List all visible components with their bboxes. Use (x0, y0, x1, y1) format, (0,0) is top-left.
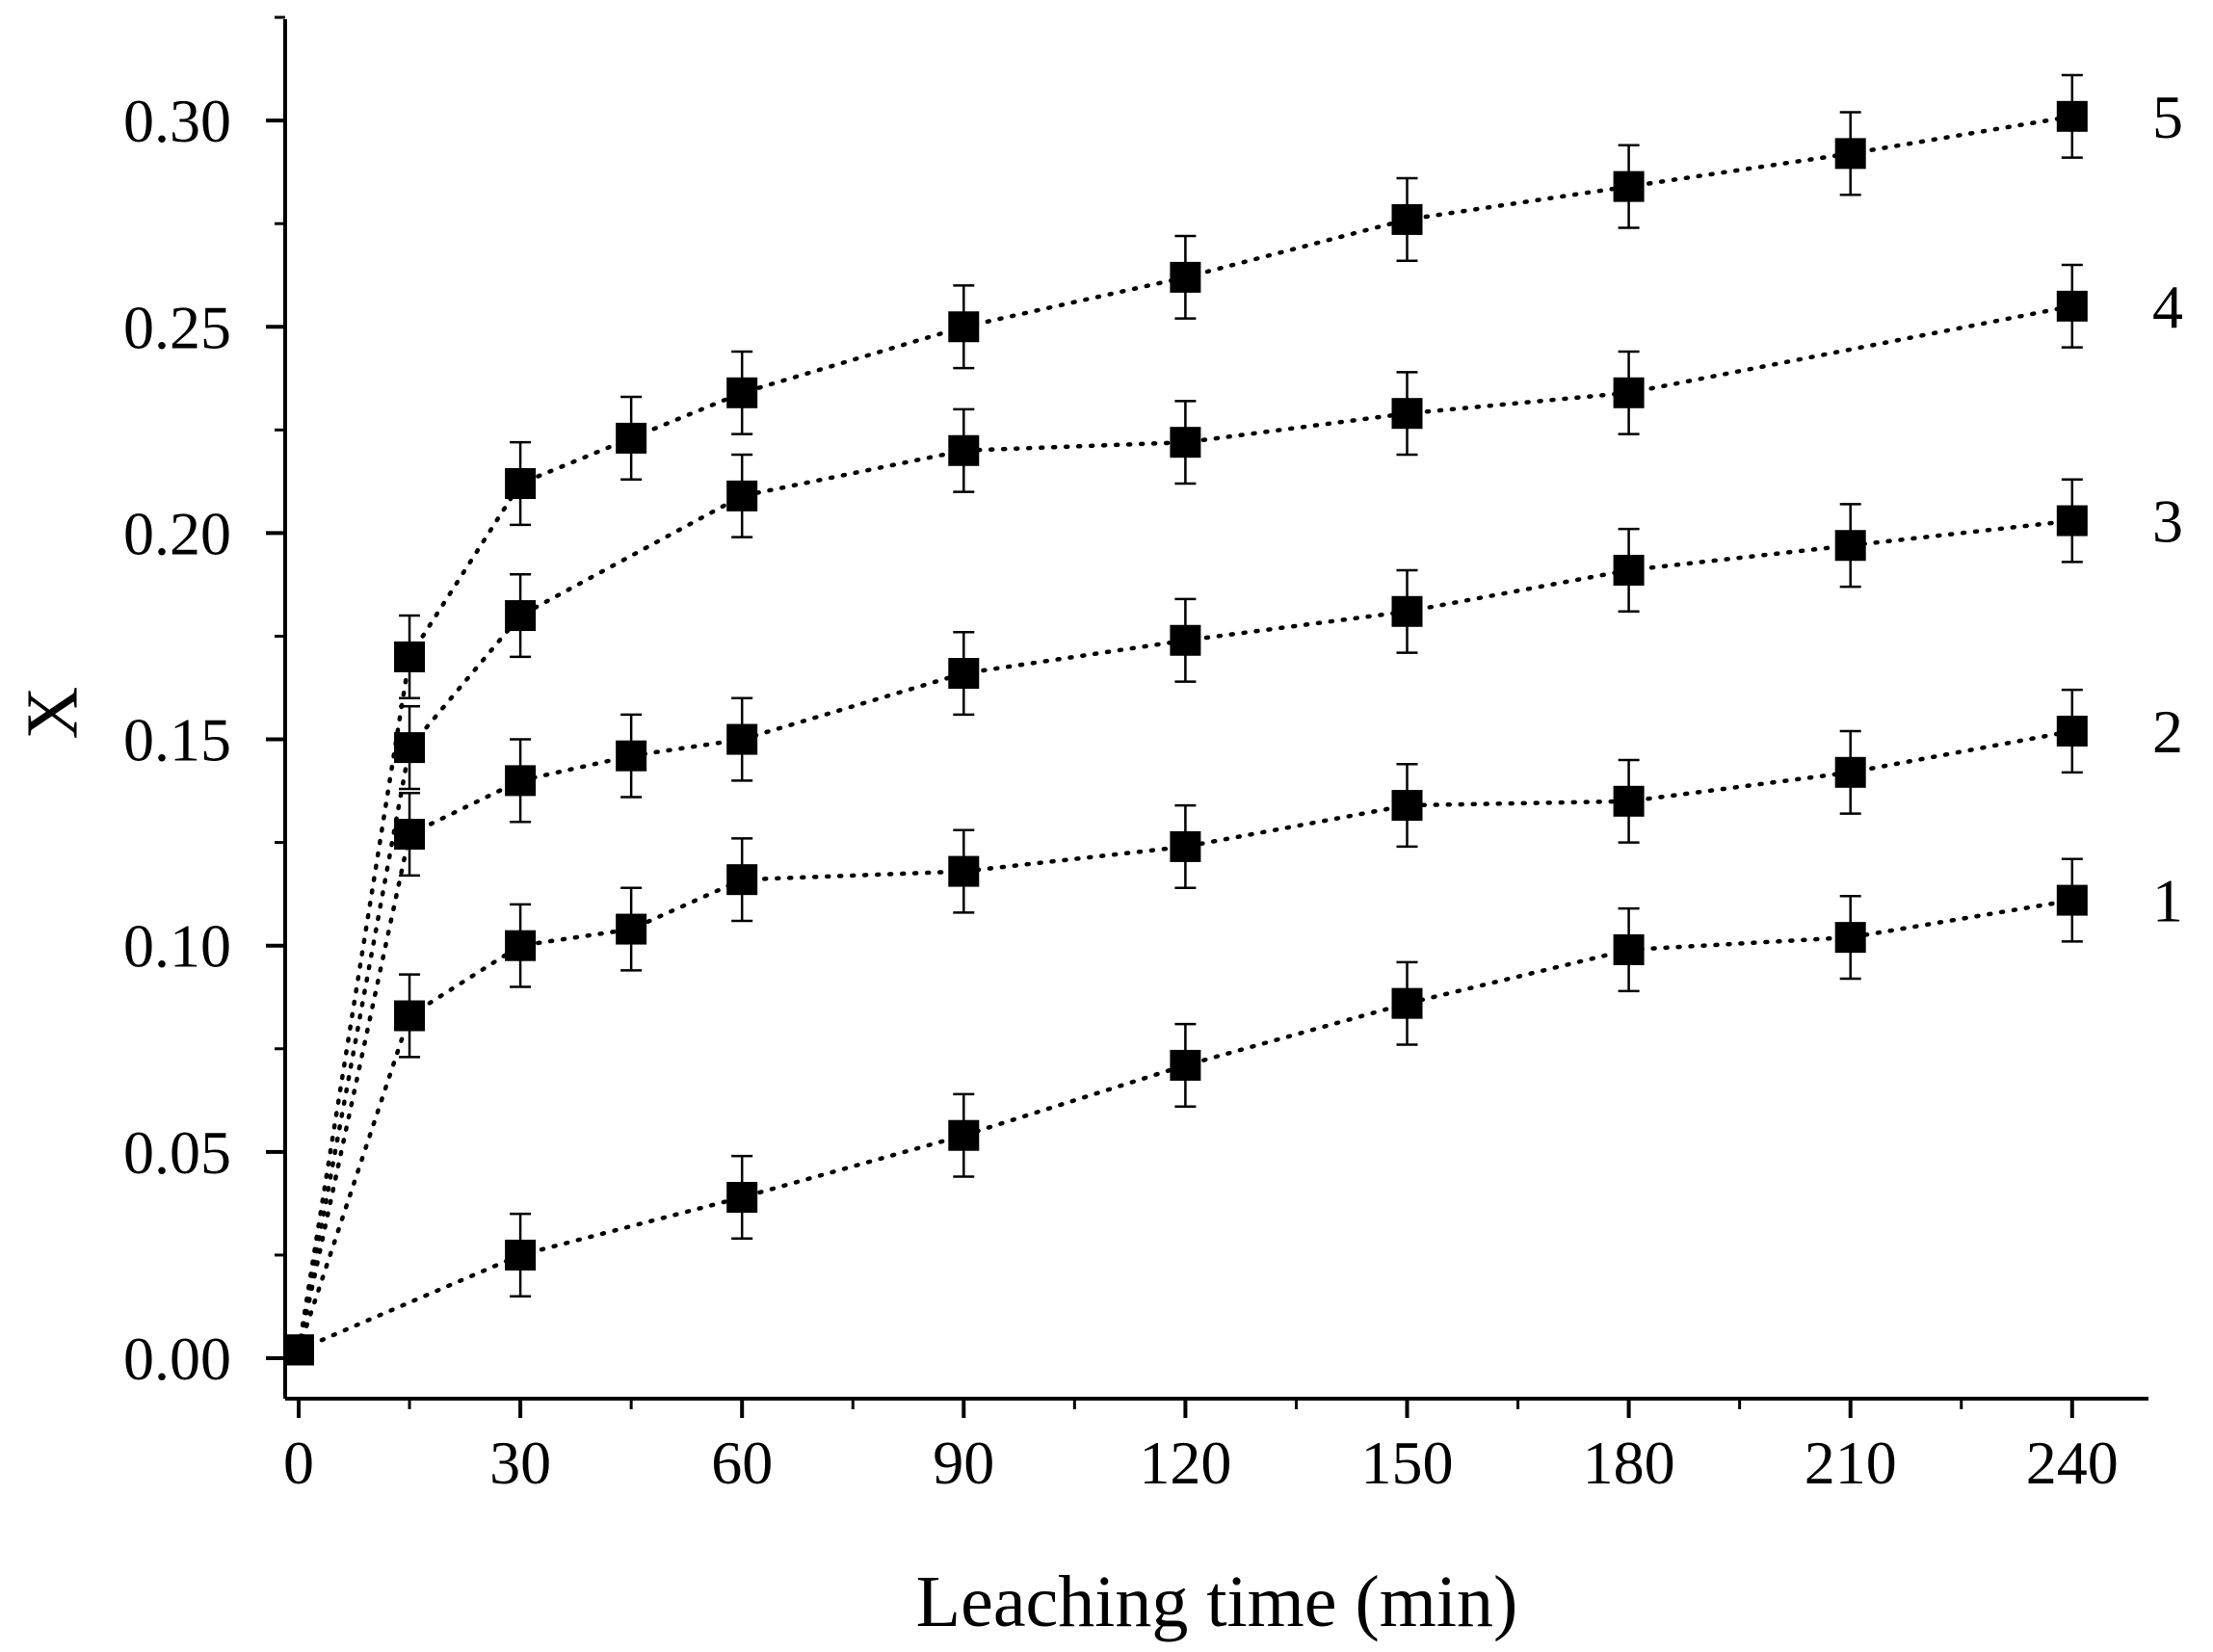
data-point-series-4 (1170, 427, 1201, 459)
x-tick-label: 210 (1805, 1429, 1897, 1497)
data-point-series-4 (948, 434, 980, 466)
data-point-series-2 (1834, 756, 1866, 788)
data-point-series-4 (505, 600, 537, 632)
axes (283, 19, 2148, 1401)
x-tick-label: 30 (489, 1429, 551, 1497)
data-point-series-1 (1170, 1049, 1201, 1081)
data-point-series-1 (2056, 884, 2088, 916)
y-tick-label: 0.20 (123, 499, 231, 567)
y-axis-title: X (12, 687, 92, 740)
data-point-series-1 (505, 1239, 537, 1271)
data-point-series-3 (948, 658, 980, 690)
data-point-series-3 (1834, 530, 1866, 562)
data-point-series-5 (1834, 138, 1866, 170)
data-point-series-1 (1613, 933, 1645, 965)
data-point-series-3 (2056, 505, 2088, 537)
data-point-series-1 (726, 1181, 758, 1213)
data-point-series-2 (2056, 715, 2088, 747)
data-point-series-5 (1613, 170, 1645, 202)
data-point-series-5 (616, 422, 647, 454)
data-point-series-5 (1170, 261, 1201, 293)
series-labels: 1 2 3 4 5 (2152, 83, 2183, 935)
data-point-series-4 (1391, 398, 1423, 430)
data-point-series-5 (505, 468, 537, 500)
data-point-series-1 (1391, 987, 1423, 1019)
data-point-series-4 (726, 480, 758, 511)
y-tick-label: 0.30 (123, 87, 231, 155)
series-label-2: 2 (2152, 697, 2183, 766)
series-label-1: 1 (2152, 867, 2183, 935)
x-tick-label: 150 (1361, 1429, 1454, 1497)
data-point-series-2 (616, 913, 647, 945)
data-point-series-3 (505, 765, 537, 797)
data-point-series-2 (505, 930, 537, 961)
x-tick-label: 120 (1139, 1429, 1231, 1497)
ticks: 0 30 60 90 120 150 180 210 240 0.00 0.05 0.10 0.15 0.… (123, 15, 2119, 1497)
x-tick-label: 0 (283, 1429, 314, 1497)
data-point-series-3 (1613, 554, 1645, 586)
data-point-series-2 (394, 1000, 426, 1032)
data-point-series-3 (1170, 624, 1201, 656)
y-tick-label: 0.00 (123, 1324, 231, 1393)
data-point-series-5 (394, 641, 426, 672)
data-point-series-5 (1391, 203, 1423, 235)
data-point-series-1 (1834, 922, 1866, 954)
data-point-series-2 (726, 864, 758, 896)
data-point-series-5 (283, 1334, 314, 1366)
x-axis-title: Leaching time (min) (916, 1561, 1518, 1642)
series-line-3 (296, 518, 2075, 1352)
data-point-series-2 (1391, 790, 1423, 822)
x-tick-label: 180 (1583, 1429, 1675, 1497)
data-point-series-4 (394, 732, 426, 764)
data-point-series-3 (726, 723, 758, 755)
data-point-series-3 (394, 819, 426, 851)
data-point-series-2 (948, 855, 980, 887)
y-tick-label: 0.10 (123, 912, 231, 981)
data-point-series-4 (2056, 290, 2088, 322)
data-point-series-5 (726, 377, 758, 408)
series-line-1 (296, 898, 2075, 1352)
series-label-4: 4 (2152, 273, 2183, 341)
data-markers (283, 100, 2088, 1366)
data-point-series-5 (948, 311, 980, 343)
data-point-series-2 (1170, 830, 1201, 862)
data-point-series-4 (1613, 377, 1645, 408)
error-bars (399, 73, 2083, 1298)
data-point-series-3 (1391, 595, 1423, 627)
x-tick-label: 240 (2026, 1429, 2119, 1497)
data-point-series-1 (948, 1119, 980, 1151)
data-point-series-3 (616, 740, 647, 772)
series-label-5: 5 (2152, 83, 2183, 151)
data-point-series-5 (2056, 100, 2088, 132)
data-point-series-2 (1613, 785, 1645, 817)
x-tick-label: 60 (711, 1429, 773, 1497)
x-tick-label: 90 (933, 1429, 994, 1497)
y-tick-label: 0.25 (123, 293, 231, 361)
y-tick-label: 0.05 (123, 1118, 231, 1187)
y-tick-label: 0.15 (123, 706, 231, 774)
series-label-3: 3 (2152, 487, 2183, 556)
